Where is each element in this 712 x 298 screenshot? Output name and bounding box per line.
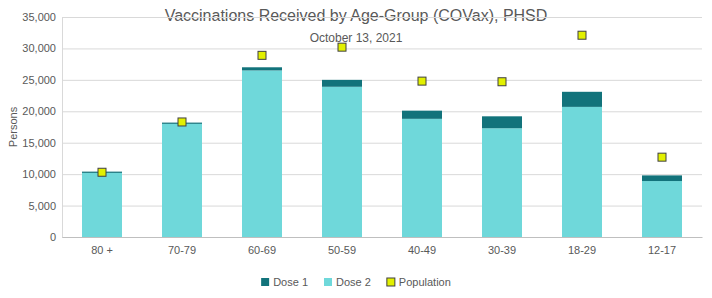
x-tick: 18-29: [568, 237, 596, 256]
legend-label: Dose 2: [336, 276, 371, 288]
y-tick-label: 25,000: [22, 74, 56, 86]
x-axis-line: [63, 237, 703, 238]
bar: [562, 92, 602, 107]
marker: [498, 78, 506, 86]
legend-item: Dose 2: [324, 276, 371, 288]
x-tick: 70-79: [168, 237, 196, 256]
grid-line: [62, 237, 702, 238]
chart: Vaccinations Received by Age-Group (COVa…: [0, 0, 712, 298]
bar: [562, 107, 602, 237]
grid-line: [62, 48, 702, 49]
x-tick: 80 +: [91, 237, 113, 256]
bar: [322, 87, 362, 237]
y-tick: 30,000: [22, 42, 702, 54]
y-axis: 0 5,000 10,000 15,000 20,000 25,000 30,000 35,0…: [22, 11, 702, 243]
grid-line: [62, 143, 702, 144]
marks: [82, 31, 682, 237]
legend-swatch: [387, 278, 395, 286]
bar: [482, 128, 522, 237]
legend-swatch: [261, 278, 269, 286]
marker: [658, 153, 666, 161]
x-tick-label: 80 +: [91, 244, 113, 256]
x-tick-label: 50-59: [328, 244, 356, 256]
y-axis-title: Persons: [7, 106, 19, 147]
bar: [82, 173, 122, 237]
plot: 0 5,000 10,000 15,000 20,000 25,000 30,000 35,0…: [22, 11, 702, 256]
grid-line: [62, 174, 702, 175]
bar: [482, 116, 522, 128]
bar: [162, 124, 202, 237]
bar: [642, 181, 682, 237]
x-tick-label: 40-49: [408, 244, 436, 256]
y-tick-label: 30,000: [22, 42, 56, 54]
bar: [642, 175, 682, 181]
x-tick: 60-69: [248, 237, 276, 256]
legend: Dose 1 Dose 2 Population: [261, 276, 451, 288]
y-tick-label: 20,000: [22, 105, 56, 117]
y-tick-label: 15,000: [22, 137, 56, 149]
x-tick: 30-39: [488, 237, 516, 256]
x-tick-label: 18-29: [568, 244, 596, 256]
legend-label: Dose 1: [273, 276, 308, 288]
y-axis-line: [63, 18, 703, 238]
marker: [178, 118, 186, 126]
y-tick: 0: [50, 231, 702, 243]
grid-line: [62, 80, 702, 81]
legend-swatch: [324, 278, 332, 286]
y-tick-label: 35,000: [22, 11, 56, 23]
grid-line: [62, 111, 702, 112]
bar: [242, 70, 282, 237]
x-tick: 12-17: [648, 237, 676, 256]
title: Vaccinations Received by Age-Group (COVa…: [165, 7, 548, 24]
bar: [322, 80, 362, 87]
x-tick-label: 12-17: [648, 244, 676, 256]
marker: [578, 31, 586, 39]
x-tick-label: 60-69: [248, 244, 276, 256]
legend-item: Dose 1: [261, 276, 308, 288]
bar: [402, 119, 442, 237]
legend-label: Population: [399, 276, 451, 288]
grid-line: [62, 17, 702, 18]
marker: [98, 168, 106, 176]
x-tick-label: 30-39: [488, 244, 516, 256]
y-tick-label: 0: [50, 231, 56, 243]
grid-line: [62, 206, 702, 207]
bar: [402, 111, 442, 119]
x-axis: 80 + 70-79 60-69 50-59 40-49 30-39 18-29 12-17: [63, 237, 703, 256]
x-tick-label: 70-79: [168, 244, 196, 256]
subtitle: October 13, 2021: [310, 31, 403, 45]
marker-series: [98, 31, 666, 176]
bar-series: [82, 67, 682, 181]
y-tick: 35,000: [22, 11, 702, 23]
legend-item: Population: [387, 276, 451, 288]
marker: [258, 51, 266, 59]
y-tick-label: 10,000: [22, 168, 56, 180]
x-tick: 40-49: [408, 237, 436, 256]
y-tick: 25,000: [22, 74, 702, 86]
y-tick-label: 5,000: [28, 200, 56, 212]
marker: [338, 43, 346, 51]
bar: [242, 67, 282, 70]
marker: [418, 77, 426, 85]
bar-series: [82, 70, 682, 237]
x-tick: 50-59: [328, 237, 356, 256]
